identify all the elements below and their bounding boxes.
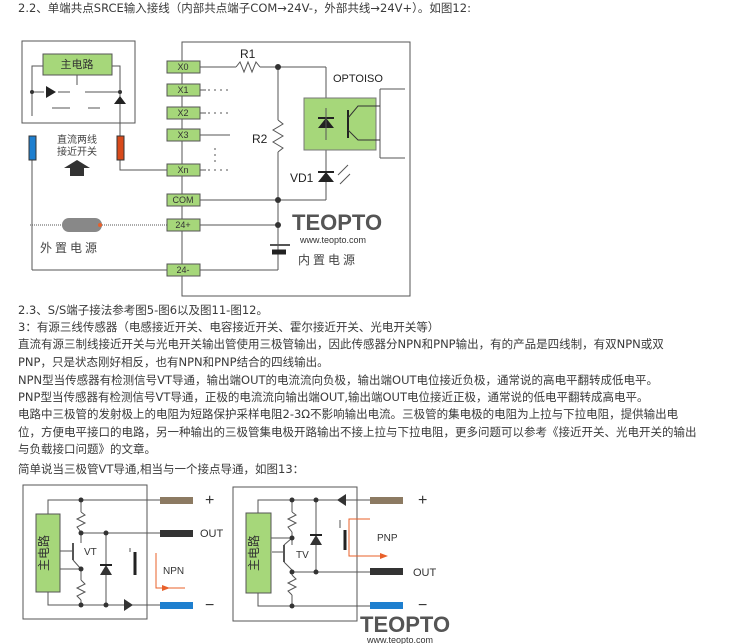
paragraph: 3：有源三线传感器（电感接近开关、电容接近开关、霍尔接近开关、光电开关等） — [18, 320, 440, 334]
paragraph: PNP型当传感器有检测信号VT导通，正极的电流流向输出端OUT,输出端OUT电位… — [18, 390, 649, 404]
paragraph: 位，方便电平接口的电路，另一种输出的三极管集电极开路输出不接上拉与下拉电阻，更多… — [18, 425, 697, 439]
terminal-label: X0 — [177, 62, 188, 72]
wire-blue — [28, 135, 37, 161]
heading-2-2: 2.2、单端共点SRCE输入接线（内部共点端子COM→24V-，外部共线→24V… — [18, 1, 471, 15]
arrow-up-icon — [64, 160, 90, 176]
vd1-label: VD1 — [290, 171, 314, 185]
led-icon — [318, 172, 334, 182]
sensor-label: 直流两线 — [57, 133, 97, 146]
paragraph: 简单说当三极管VT导通,相当与一个接点导通，如图13： — [18, 462, 305, 476]
sensor-label: 接近开关 — [57, 145, 97, 158]
opto-label: OPTOISO — [333, 73, 383, 85]
logo: TEOPTO — [292, 210, 382, 235]
terminal-label: X1 — [177, 85, 188, 95]
diode-icon — [114, 96, 126, 104]
terminal-label: COM — [173, 195, 194, 205]
paragraph: 电路中三极管的发射极上的电阻为短路保护采样电阻2-3Ω不影响输出电流。三极管的集… — [18, 407, 679, 421]
terminal-label: Xn — [177, 165, 188, 175]
terminal-strip — [166, 60, 201, 277]
paragraph: PNP，只是状态刚好相反，也有NPN和PNP结合的四线输出。 — [18, 355, 329, 369]
terminal-label: 24+ — [175, 220, 190, 230]
paragraph: 直流有源三制线接近开关与光电开关输出管使用三极管输出，因此传感器分NPN和PNP… — [18, 337, 664, 351]
main-circuit-label: 主电路 — [61, 58, 94, 71]
main-circuit-block — [42, 53, 113, 76]
paragraph: NPN型当传感器有检测信号VT导通，输出端OUT的电流流向负极，输出端OUT电位… — [18, 373, 659, 387]
optoisolator — [303, 97, 377, 151]
internal-power-label: 内置电源 — [298, 253, 358, 267]
paragraph: 2.3、S/S端子接法参考图5-图6以及图11-图12。 — [18, 303, 268, 317]
sensor-box — [21, 40, 136, 124]
r2-label: R2 — [252, 132, 268, 146]
external-power-cylinder — [62, 218, 102, 232]
wire-red — [116, 135, 125, 161]
zener-diode-icon — [46, 86, 56, 98]
external-power-label: 外置电源 — [40, 241, 100, 255]
terminal-label: X3 — [177, 130, 188, 140]
logo-url: www.teopto.com — [299, 235, 366, 245]
paragraph: 与负载接口问题》的文章。 — [18, 442, 156, 456]
r1-label: R1 — [240, 47, 256, 61]
terminal-label: X2 — [177, 108, 188, 118]
terminal-label: 24- — [176, 265, 189, 275]
